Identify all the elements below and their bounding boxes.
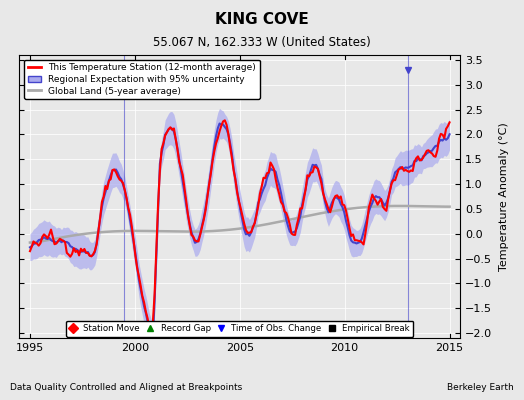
- Y-axis label: Temperature Anomaly (°C): Temperature Anomaly (°C): [499, 122, 509, 271]
- Text: KING COVE: KING COVE: [215, 12, 309, 27]
- Text: Berkeley Earth: Berkeley Earth: [447, 383, 514, 392]
- Text: 55.067 N, 162.333 W (United States): 55.067 N, 162.333 W (United States): [153, 36, 371, 49]
- Legend: Station Move, Record Gap, Time of Obs. Change, Empirical Break: Station Move, Record Gap, Time of Obs. C…: [66, 321, 413, 337]
- Text: Data Quality Controlled and Aligned at Breakpoints: Data Quality Controlled and Aligned at B…: [10, 383, 243, 392]
